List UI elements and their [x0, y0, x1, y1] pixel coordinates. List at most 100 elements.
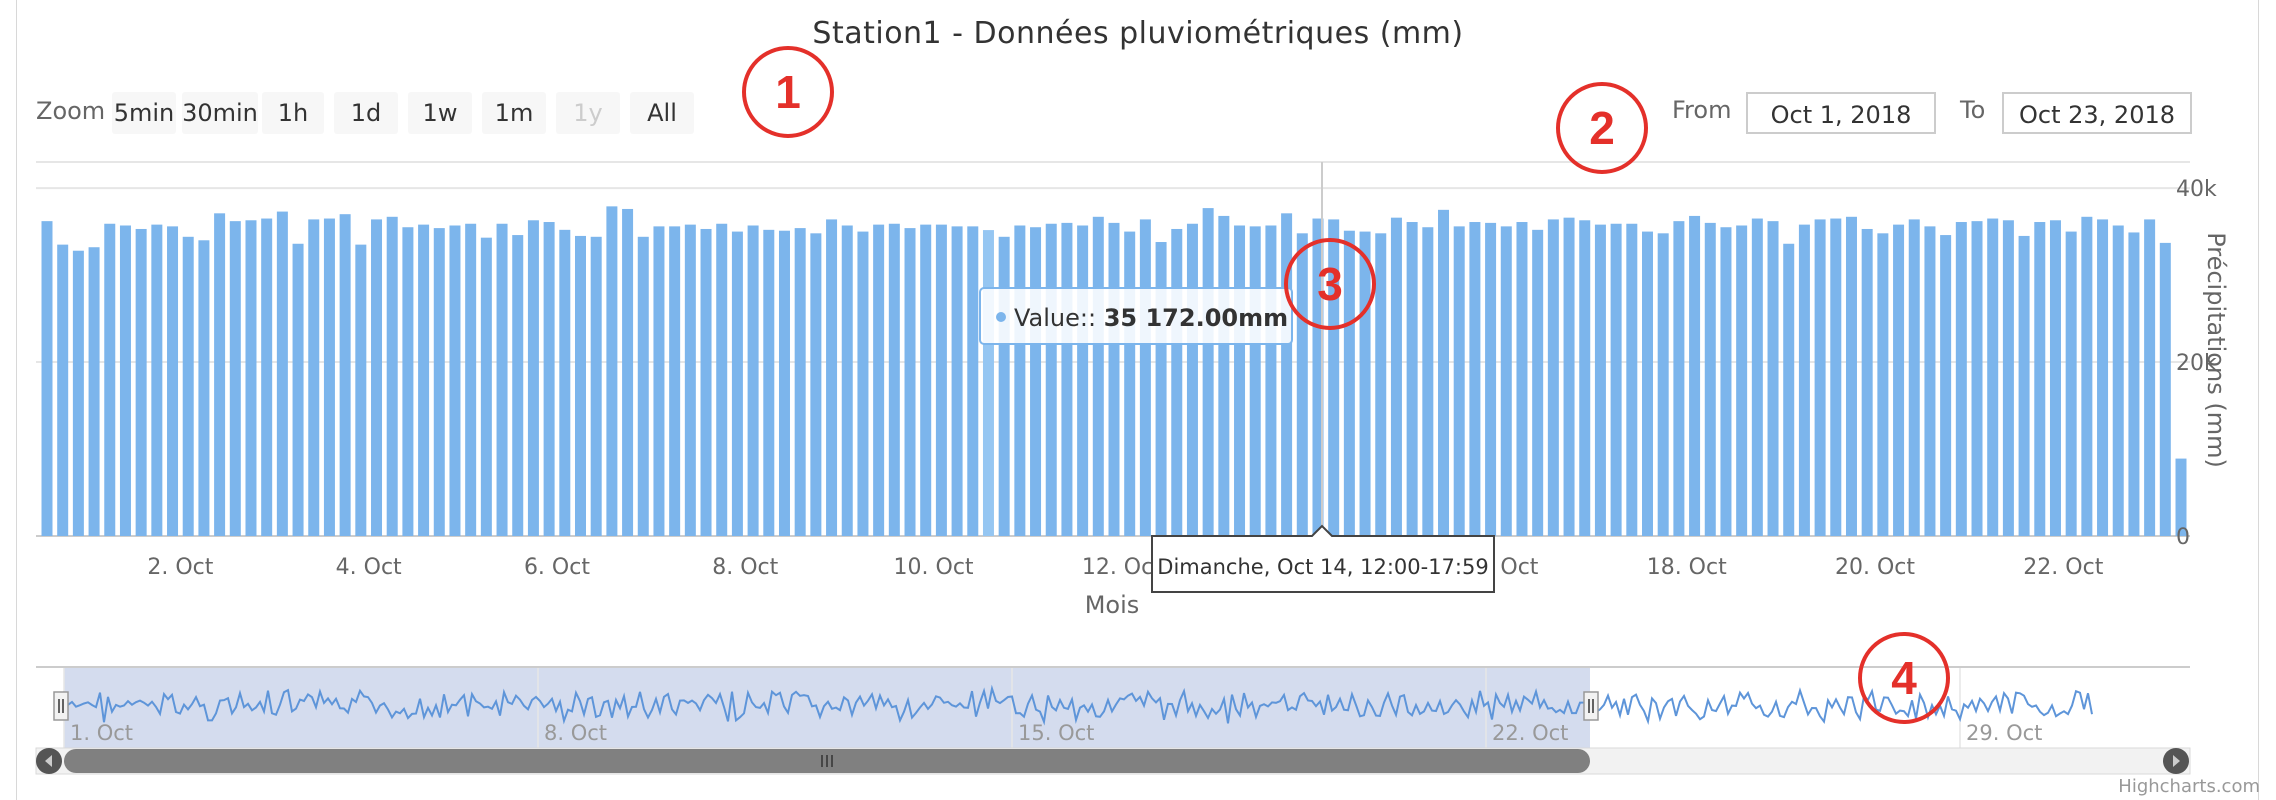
bar[interactable] — [559, 229, 571, 536]
bar[interactable] — [1877, 233, 1889, 536]
bar[interactable] — [1375, 233, 1387, 536]
bar[interactable] — [1563, 217, 1575, 537]
bar[interactable] — [1579, 220, 1591, 536]
bar[interactable] — [684, 224, 696, 536]
bar[interactable] — [1845, 216, 1857, 536]
navigator-selected-range[interactable] — [64, 668, 1590, 748]
bar[interactable] — [1955, 222, 1967, 536]
bar[interactable] — [920, 224, 932, 536]
bar[interactable] — [1155, 242, 1167, 536]
zoom-button-1w[interactable]: 1w — [408, 92, 472, 134]
bar[interactable] — [1610, 223, 1622, 537]
bar[interactable] — [104, 223, 116, 537]
to-date-input[interactable]: Oct 23, 2018 — [2002, 92, 2192, 134]
bar[interactable] — [182, 236, 194, 537]
bar[interactable] — [1830, 218, 1842, 536]
bar[interactable] — [465, 223, 477, 537]
bar[interactable] — [1438, 209, 1450, 536]
bar[interactable] — [1030, 227, 1042, 537]
bar[interactable] — [480, 237, 492, 536]
bar[interactable] — [778, 230, 790, 537]
bar[interactable] — [575, 235, 586, 536]
bar[interactable] — [543, 222, 555, 536]
bar[interactable] — [2018, 235, 2030, 536]
bar[interactable] — [57, 244, 69, 536]
bar[interactable] — [1516, 222, 1528, 536]
bar[interactable] — [1077, 225, 1089, 536]
bar[interactable] — [1924, 226, 1936, 536]
bar[interactable] — [1908, 219, 1920, 536]
bar[interactable] — [167, 226, 179, 536]
zoom-button-1y[interactable]: 1y — [556, 92, 620, 134]
bar[interactable] — [1767, 221, 1779, 537]
bar[interactable] — [1673, 221, 1685, 537]
bar[interactable] — [386, 216, 398, 536]
bar[interactable] — [527, 220, 539, 536]
bar[interactable] — [669, 226, 681, 536]
navigator[interactable]: 1. Oct 8. Oct 15. Oct 22. Oct 29. Oct — [36, 666, 2190, 748]
bar[interactable] — [1987, 218, 1999, 536]
bar[interactable] — [371, 219, 383, 536]
bar[interactable] — [1485, 222, 1497, 536]
bar[interactable] — [826, 219, 838, 536]
bar[interactable] — [967, 226, 979, 536]
bar[interactable] — [2175, 458, 2187, 536]
bar[interactable] — [700, 228, 712, 536]
bar[interactable] — [261, 218, 273, 536]
bar[interactable] — [810, 233, 822, 536]
bar[interactable] — [1218, 215, 1230, 536]
bar[interactable] — [1281, 213, 1293, 536]
bar[interactable] — [1971, 221, 1983, 537]
zoom-button-1h[interactable]: 1h — [262, 92, 324, 134]
bar[interactable] — [1500, 226, 1512, 536]
bar[interactable] — [1689, 215, 1701, 536]
bar[interactable] — [2097, 219, 2109, 536]
bar[interactable] — [1626, 223, 1638, 537]
bar[interactable] — [308, 219, 320, 536]
bar[interactable] — [1092, 216, 1104, 536]
bar[interactable] — [1343, 230, 1355, 537]
bar[interactable] — [2144, 219, 2156, 536]
bar[interactable] — [2049, 220, 2061, 536]
bar[interactable] — [857, 231, 869, 536]
bar[interactable] — [496, 223, 508, 537]
bar[interactable] — [355, 244, 367, 536]
bar[interactable] — [1014, 225, 1026, 536]
bar[interactable] — [1171, 228, 1183, 536]
bar[interactable] — [339, 214, 351, 537]
bar[interactable] — [72, 250, 84, 536]
navigator-handle-left[interactable] — [53, 691, 69, 721]
bar[interactable] — [1265, 225, 1277, 536]
bar[interactable] — [1940, 235, 1952, 536]
bar[interactable] — [1234, 225, 1246, 536]
bar[interactable] — [1893, 224, 1905, 536]
bar[interactable] — [1720, 227, 1732, 537]
bar[interactable] — [449, 225, 461, 536]
from-date-input[interactable]: Oct 1, 2018 — [1746, 92, 1936, 134]
bar[interactable] — [1547, 219, 1559, 536]
bar[interactable] — [1469, 222, 1481, 536]
bar[interactable] — [418, 224, 430, 536]
bar[interactable] — [1124, 231, 1136, 536]
navigator-handle-right[interactable] — [1583, 691, 1599, 721]
bar[interactable] — [2159, 242, 2171, 536]
bar[interactable] — [433, 228, 445, 536]
bar[interactable] — [1186, 223, 1198, 537]
bar[interactable] — [292, 243, 304, 537]
bar[interactable] — [982, 230, 994, 536]
bar[interactable] — [2034, 222, 2046, 536]
bar[interactable] — [873, 224, 885, 536]
bar[interactable] — [2112, 225, 2124, 536]
bar[interactable] — [935, 224, 947, 536]
bar[interactable] — [1139, 219, 1151, 536]
bar[interactable] — [904, 228, 916, 536]
bar[interactable] — [198, 240, 210, 537]
bar[interactable] — [1861, 228, 1873, 536]
bar[interactable] — [214, 213, 226, 536]
bar[interactable] — [622, 208, 634, 536]
bar[interactable] — [1296, 233, 1308, 536]
bar[interactable] — [716, 223, 728, 537]
bar[interactable] — [1814, 219, 1826, 536]
bar[interactable] — [1359, 231, 1371, 536]
bar[interactable] — [763, 229, 775, 536]
